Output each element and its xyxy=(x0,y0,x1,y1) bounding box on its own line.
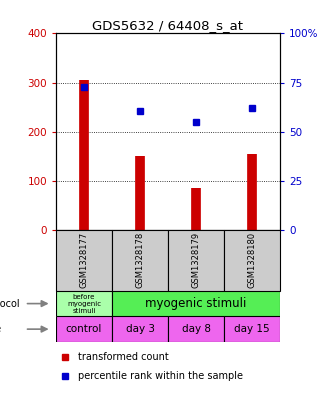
Text: control: control xyxy=(66,324,102,334)
Bar xyxy=(56,316,112,342)
Bar xyxy=(56,230,112,291)
Bar xyxy=(112,316,168,342)
Text: protocol: protocol xyxy=(0,299,20,309)
Text: GSM1328180: GSM1328180 xyxy=(247,232,257,288)
Text: before
myogenic
stimuli: before myogenic stimuli xyxy=(67,294,101,314)
Bar xyxy=(224,316,280,342)
Title: GDS5632 / 64408_s_at: GDS5632 / 64408_s_at xyxy=(92,19,244,32)
Bar xyxy=(56,291,112,316)
Text: time: time xyxy=(0,324,2,334)
Bar xyxy=(112,291,280,316)
Text: GSM1328179: GSM1328179 xyxy=(191,232,201,288)
Text: GSM1328178: GSM1328178 xyxy=(135,232,145,288)
Bar xyxy=(224,230,280,291)
Text: percentile rank within the sample: percentile rank within the sample xyxy=(78,371,244,382)
Bar xyxy=(168,316,224,342)
Text: transformed count: transformed count xyxy=(78,351,169,362)
Text: myogenic stimuli: myogenic stimuli xyxy=(145,297,247,310)
Bar xyxy=(112,230,168,291)
Text: day 3: day 3 xyxy=(125,324,155,334)
Text: day 15: day 15 xyxy=(234,324,270,334)
Text: GSM1328177: GSM1328177 xyxy=(79,232,89,288)
Text: day 8: day 8 xyxy=(181,324,211,334)
Bar xyxy=(168,230,224,291)
